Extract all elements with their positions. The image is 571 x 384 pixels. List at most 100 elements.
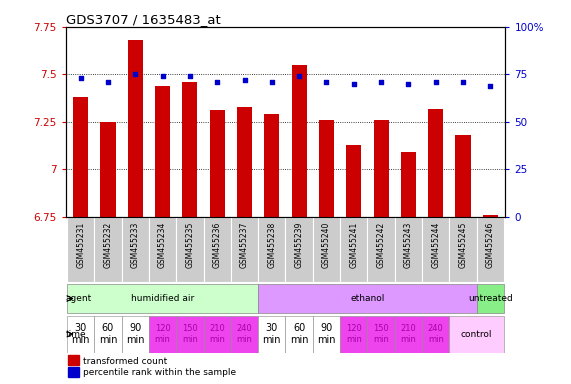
FancyBboxPatch shape (395, 217, 422, 282)
Point (431, 79, 440, 85)
Text: 90
min: 90 min (317, 323, 336, 345)
Text: 210
min: 210 min (400, 324, 416, 344)
FancyBboxPatch shape (231, 316, 258, 353)
FancyBboxPatch shape (367, 217, 395, 282)
Point (404, 81, 413, 87)
Text: 210
min: 210 min (210, 324, 225, 344)
FancyBboxPatch shape (122, 217, 149, 282)
Bar (319, 120, 334, 217)
Bar (292, 65, 307, 217)
Text: GSM455238: GSM455238 (267, 222, 276, 268)
Text: GSM455231: GSM455231 (76, 222, 85, 268)
FancyBboxPatch shape (122, 316, 149, 353)
Bar (73, 97, 88, 217)
Text: 120
min: 120 min (346, 324, 361, 344)
FancyBboxPatch shape (340, 217, 367, 282)
Text: GSM455242: GSM455242 (377, 222, 385, 268)
Bar (182, 82, 198, 217)
Point (295, 73, 304, 79)
FancyBboxPatch shape (313, 316, 340, 353)
Text: GSM455236: GSM455236 (213, 222, 222, 268)
FancyBboxPatch shape (67, 217, 94, 282)
FancyBboxPatch shape (231, 217, 258, 282)
Text: untreated: untreated (468, 294, 513, 303)
Text: 240
min: 240 min (428, 324, 444, 344)
Text: humidified air: humidified air (131, 294, 194, 303)
Point (186, 73, 195, 79)
FancyBboxPatch shape (286, 316, 313, 353)
FancyBboxPatch shape (258, 217, 286, 282)
FancyBboxPatch shape (422, 217, 449, 282)
FancyBboxPatch shape (67, 284, 258, 313)
Bar (264, 114, 279, 217)
FancyBboxPatch shape (477, 217, 504, 282)
FancyBboxPatch shape (149, 316, 176, 353)
Bar (428, 109, 443, 217)
Text: control: control (461, 329, 492, 339)
Point (376, 79, 385, 85)
Bar (401, 152, 416, 217)
Point (240, 77, 249, 83)
Point (158, 73, 167, 79)
Text: GDS3707 / 1635483_at: GDS3707 / 1635483_at (66, 13, 220, 26)
Text: GSM455237: GSM455237 (240, 222, 249, 268)
Bar (128, 40, 143, 217)
Text: GSM455244: GSM455244 (431, 222, 440, 268)
FancyBboxPatch shape (204, 217, 231, 282)
Bar (210, 111, 225, 217)
Bar (237, 107, 252, 217)
Bar (483, 215, 498, 217)
Text: 30
min: 30 min (71, 323, 90, 345)
Point (103, 79, 112, 85)
FancyBboxPatch shape (149, 217, 176, 282)
Point (459, 79, 468, 85)
Text: GSM455233: GSM455233 (131, 222, 140, 268)
Bar (456, 135, 471, 217)
Text: 30
min: 30 min (263, 323, 281, 345)
FancyBboxPatch shape (67, 316, 94, 353)
Text: transformed count: transformed count (83, 357, 167, 366)
FancyBboxPatch shape (449, 217, 477, 282)
FancyBboxPatch shape (258, 316, 286, 353)
Point (322, 79, 331, 85)
FancyBboxPatch shape (395, 316, 422, 353)
Text: 150
min: 150 min (373, 324, 389, 344)
FancyBboxPatch shape (340, 316, 367, 353)
Bar (68, 356, 79, 366)
Bar (373, 120, 389, 217)
Bar (155, 86, 170, 217)
Text: 240
min: 240 min (236, 324, 252, 344)
Text: agent: agent (66, 294, 92, 303)
Text: GSM455239: GSM455239 (295, 222, 304, 268)
Text: percentile rank within the sample: percentile rank within the sample (83, 368, 236, 377)
FancyBboxPatch shape (449, 316, 504, 353)
Text: GSM455245: GSM455245 (459, 222, 468, 268)
FancyBboxPatch shape (176, 316, 204, 353)
Bar (68, 367, 79, 377)
Point (76, 75, 85, 81)
Text: 150
min: 150 min (182, 324, 198, 344)
Text: GSM455243: GSM455243 (404, 222, 413, 268)
Text: GSM455232: GSM455232 (103, 222, 112, 268)
Point (267, 79, 276, 85)
FancyBboxPatch shape (258, 284, 477, 313)
FancyBboxPatch shape (286, 217, 313, 282)
Text: GSM455235: GSM455235 (186, 222, 194, 268)
FancyBboxPatch shape (176, 217, 204, 282)
FancyBboxPatch shape (477, 284, 504, 313)
FancyBboxPatch shape (367, 316, 395, 353)
Text: 60
min: 60 min (290, 323, 308, 345)
Text: GSM455240: GSM455240 (322, 222, 331, 268)
Point (349, 81, 359, 87)
FancyBboxPatch shape (94, 316, 122, 353)
Bar (100, 122, 115, 217)
Text: 90
min: 90 min (126, 323, 144, 345)
Text: 60
min: 60 min (99, 323, 117, 345)
Text: time: time (66, 329, 87, 339)
Text: GSM455241: GSM455241 (349, 222, 358, 268)
Text: GSM455234: GSM455234 (158, 222, 167, 268)
FancyBboxPatch shape (313, 217, 340, 282)
Point (131, 71, 140, 78)
Text: 120
min: 120 min (155, 324, 171, 344)
Text: ethanol: ethanol (350, 294, 385, 303)
